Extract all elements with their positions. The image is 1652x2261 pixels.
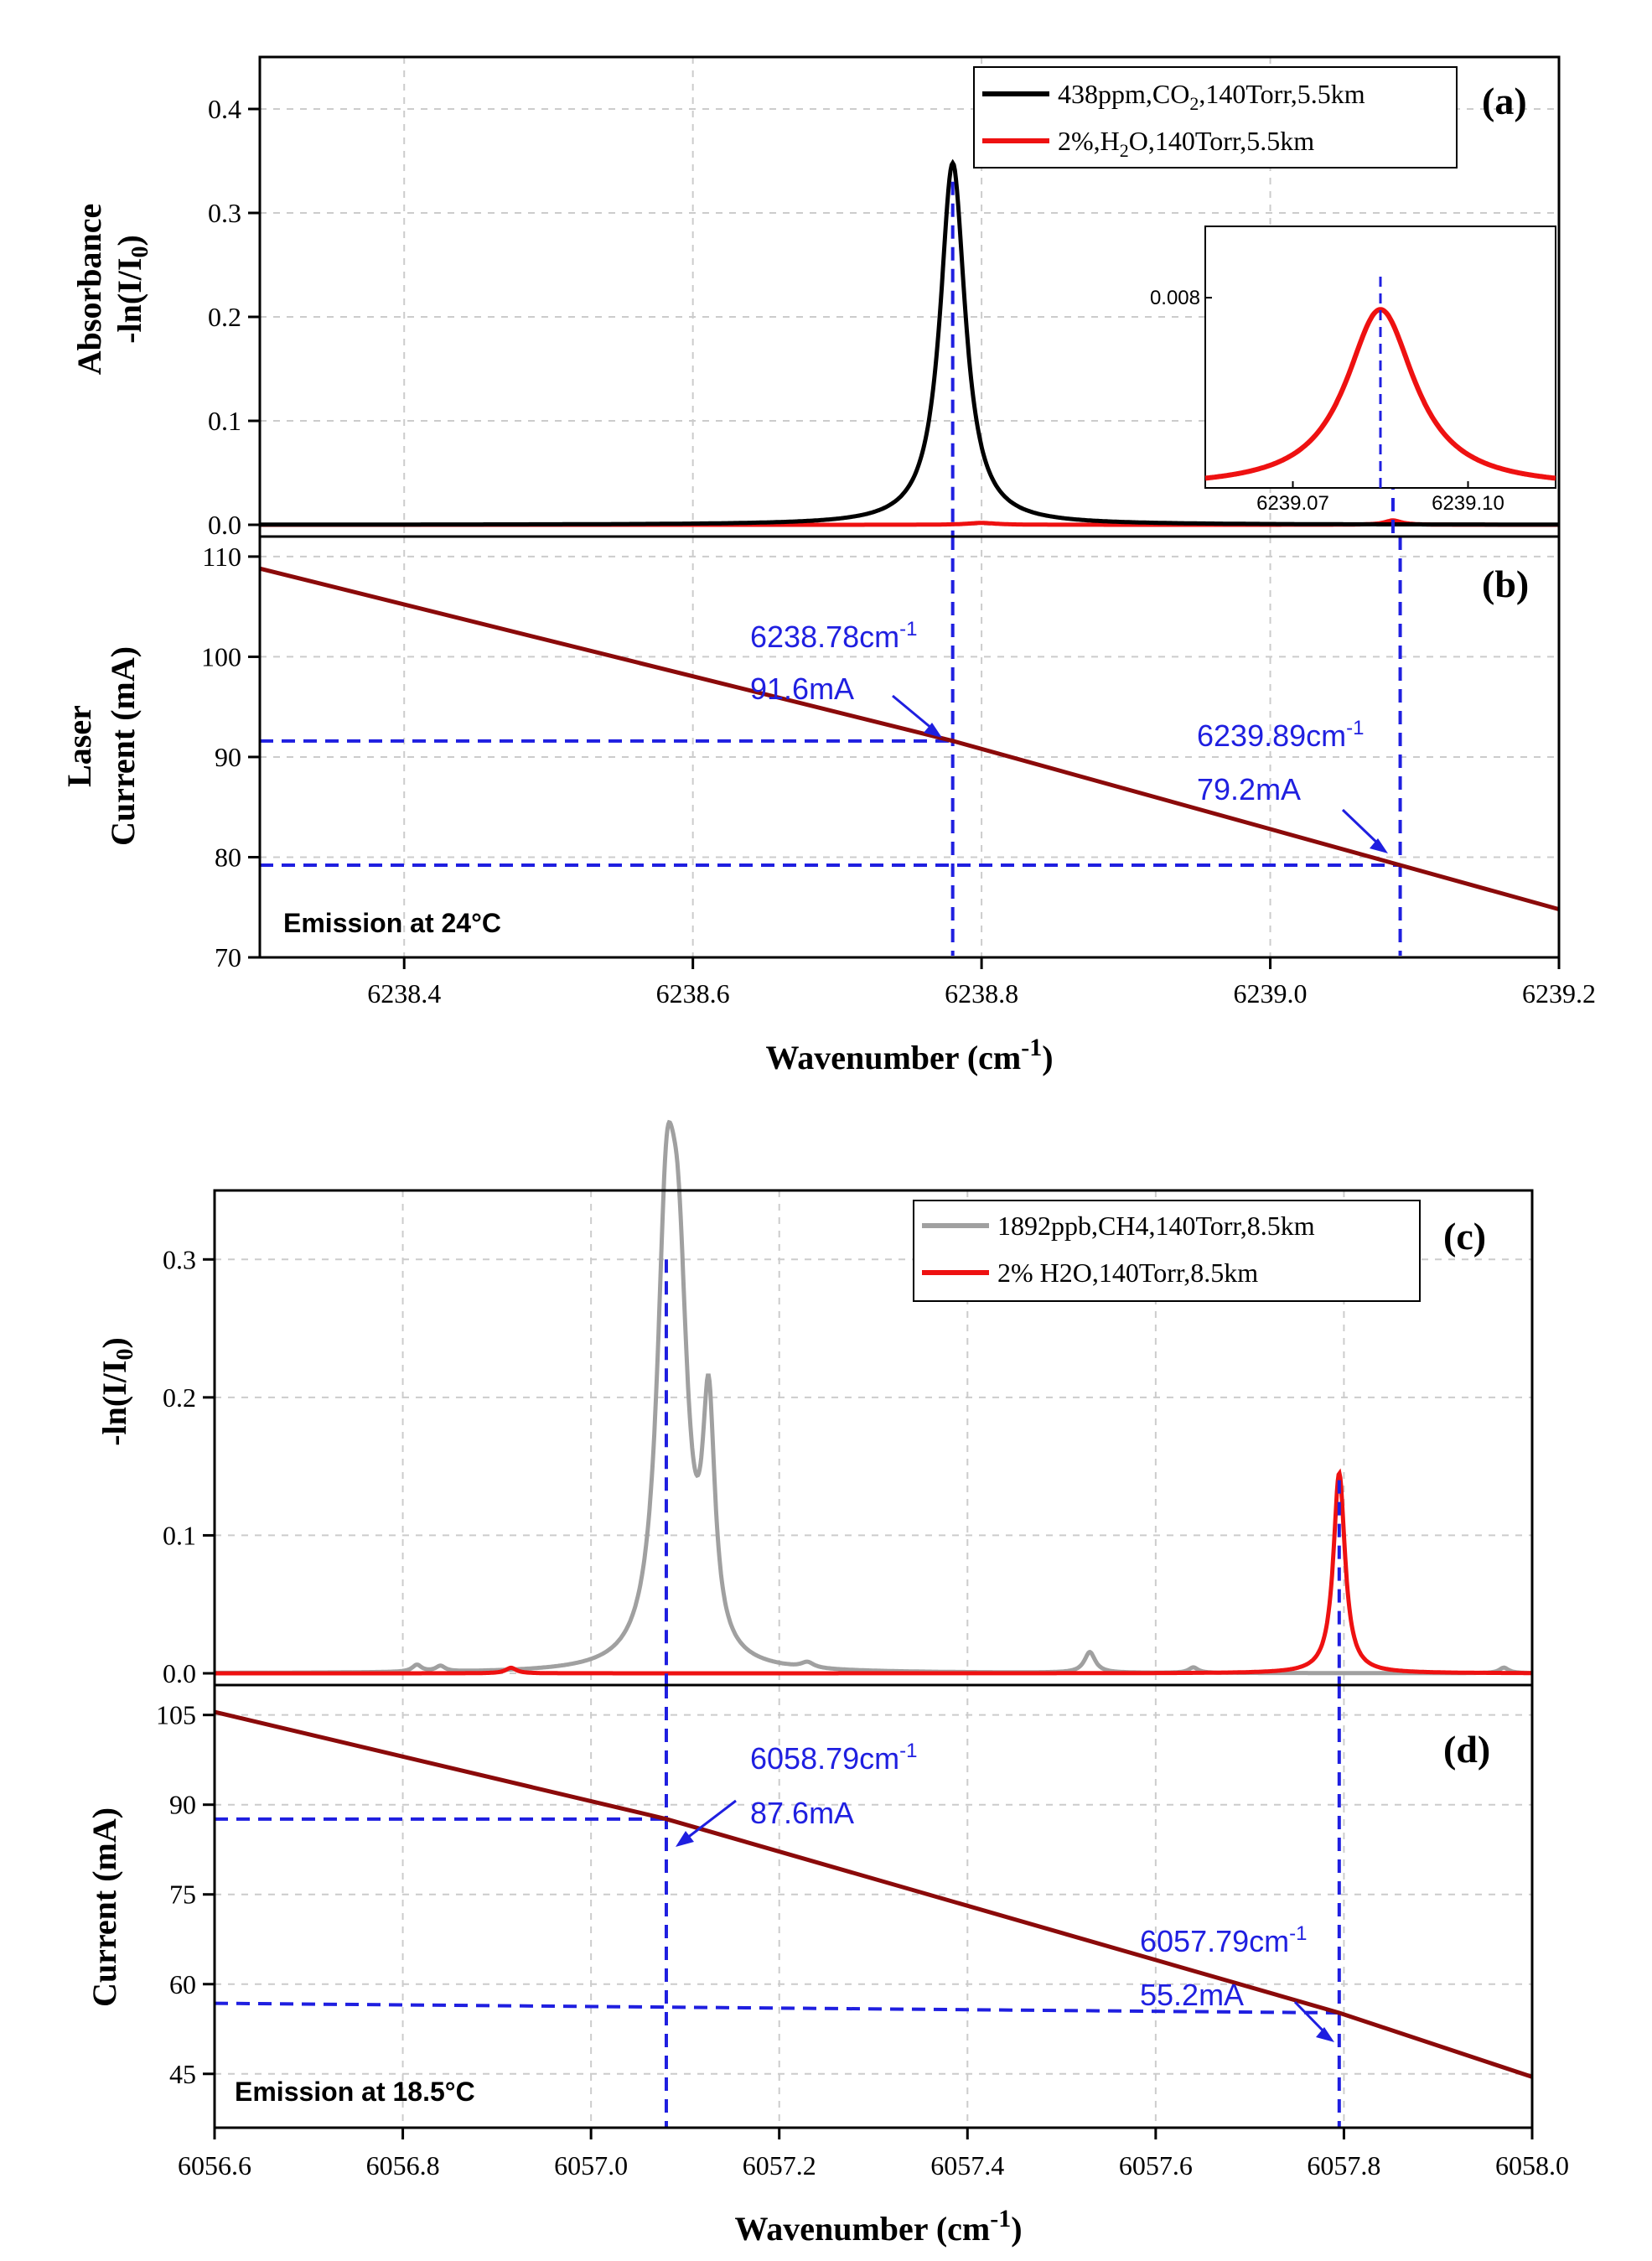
y-ticks-c: 0.0 0.1 0.2 0.3 — [163, 1244, 215, 1688]
annotation-b2-arrow — [1341, 808, 1383, 848]
annotation-d1-wavenumber: 6058.79cm-1 — [750, 1740, 917, 1776]
ytick-b-label-3: 100 — [201, 641, 241, 672]
curves-c — [215, 1119, 1532, 1676]
ytick-a-label-4: 0.4 — [208, 94, 241, 124]
ytick-d-label-1: 60 — [169, 1969, 196, 1999]
xtick-d-label-7: 6058.0 — [1495, 2150, 1569, 2181]
ytick-a-label-3: 0.3 — [208, 198, 241, 228]
laser-current-line-b — [259, 566, 1560, 912]
xtick-b-label-3: 6239.0 — [1234, 978, 1308, 1009]
ytick-a-label-2: 0.2 — [208, 302, 241, 332]
inset-ytick-label-0: 0.008 — [1150, 287, 1200, 309]
inset-h2o-curve — [1204, 307, 1556, 481]
ylabel-b-line1: Laser — [60, 705, 98, 787]
inset-xtick-label-1: 6239.10 — [1432, 492, 1504, 515]
y-ticks-a: 0.0 0.1 0.2 0.3 0.4 — [208, 94, 260, 540]
y-ticks-d: 45 60 75 90 105 — [156, 1700, 215, 2089]
xtick-b-label-2: 6238.8 — [945, 978, 1018, 1009]
inset-ticks: 6239.07 6239.10 0.008 — [1150, 287, 1504, 515]
panel-label-b: (b) — [1482, 563, 1529, 605]
grid-b — [260, 537, 1560, 958]
ylabel-a-line2: -ln(I/I0) — [111, 235, 153, 344]
ytick-c-label-3: 0.3 — [163, 1244, 196, 1274]
emission-label-d: Emission at 18.5°C — [235, 2077, 475, 2107]
ytick-d-label-2: 75 — [169, 1880, 196, 1910]
ytick-b-label-1: 80 — [215, 842, 241, 872]
xtick-d-label-6: 6057.8 — [1307, 2150, 1380, 2181]
ytick-d-label-3: 90 — [169, 1790, 196, 1820]
laser-current-line-d — [214, 1709, 1533, 2079]
xtick-d-label-5: 6057.6 — [1119, 2150, 1193, 2181]
ytick-b-label-2: 90 — [215, 742, 241, 772]
xlabel-b: Wavenumber (cm-1) — [765, 1034, 1053, 1076]
legend-a1-label: 438ppm,CO2,140Torr,5.5km — [1058, 79, 1365, 114]
annotation-b2-current: 79.2mA — [1197, 772, 1301, 806]
ytick-a-label-1: 0.1 — [208, 406, 241, 436]
xtick-d-label-3: 6057.2 — [743, 2150, 816, 2181]
emission-label-b: Emission at 24°C — [283, 908, 501, 938]
annotation-d1-arrow — [682, 1799, 737, 1843]
ylabel-b-line2: Current (mA) — [104, 646, 142, 846]
ylabel-a-line1: Absorbance — [70, 204, 108, 375]
ytick-d-label-0: 45 — [169, 2059, 196, 2089]
legend-a2-label: 2%,H2O,140Torr,5.5km — [1058, 126, 1314, 161]
ytick-d-label-4: 105 — [156, 1700, 196, 1730]
ylabel-d: Current (mA) — [85, 1807, 123, 2007]
legend-c1-label: 1892ppb,CH4,140Torr,8.5km — [997, 1211, 1315, 1241]
annotation-d2-wavenumber: 6057.79cm-1 — [1140, 1922, 1307, 1958]
x-ticks-b: 6238.4 6238.6 6238.8 6239.0 6239.2 — [367, 957, 1596, 1009]
ytick-c-label-1: 0.1 — [163, 1520, 196, 1550]
xtick-b-label-4: 6239.2 — [1522, 978, 1596, 1009]
curves-a — [260, 158, 1559, 527]
xlabel-d: Wavenumber (cm-1) — [734, 2205, 1022, 2248]
panel-d-frame — [213, 1683, 1534, 2129]
annotation-d1-arrowhead — [676, 1831, 694, 1847]
dashed-hline-d2 — [214, 2001, 1339, 2015]
legend-a: 438ppm,CO2,140Torr,5.5km 2%,H2O,140Torr,… — [973, 66, 1458, 169]
xtick-d-label-2: 6057.0 — [554, 2150, 628, 2181]
ytick-b-label-0: 70 — [215, 942, 241, 972]
x-ticks-d: 6056.6 6056.8 6057.0 6057.2 6057.4 6057.6 6057… — [178, 2128, 1569, 2181]
annotation-b1-arrowhead — [924, 723, 942, 738]
inset: 6239.07 6239.10 0.008 — [1150, 226, 1556, 515]
xtick-b-label-0: 6238.4 — [367, 978, 441, 1009]
xtick-d-label-4: 6057.4 — [930, 2150, 1004, 2181]
series-c-0 — [215, 1119, 1532, 1676]
annotation-b2-wavenumber: 6239.89cm-1 — [1197, 717, 1364, 753]
annotation-d2-arrowhead — [1316, 2027, 1334, 2042]
ytick-a-label-0: 0.0 — [208, 510, 241, 540]
series-a-1 — [260, 158, 1559, 527]
xtick-d-label-0: 6056.6 — [178, 2150, 251, 2181]
annotation-d2-current: 55.2mA — [1140, 1978, 1244, 2012]
y-ticks-b: 70 80 90 100 110 — [201, 542, 260, 972]
ylabel-c: -ln(I/I0) — [96, 1337, 138, 1446]
inset-xtick-label-0: 6239.07 — [1256, 492, 1329, 515]
legend-c2-label: 2% H2O,140Torr,8.5km — [997, 1258, 1258, 1288]
annotation-d1-current: 87.6mA — [750, 1796, 854, 1830]
series-c-1 — [215, 1468, 1532, 1676]
ytick-b-label-4: 110 — [202, 542, 241, 572]
ytick-c-label-0: 0.0 — [163, 1658, 196, 1688]
legend-c: 1892ppb,CH4,140Torr,8.5km 2% H2O,140Torr… — [913, 1200, 1421, 1302]
legend-a-box — [973, 66, 1458, 169]
panel-b-frame — [258, 535, 1561, 959]
panel-label-a: (a) — [1482, 80, 1527, 122]
annotation-b1-wavenumber: 6238.78cm-1 — [750, 618, 917, 654]
ytick-c-label-2: 0.2 — [163, 1382, 196, 1413]
panel-label-c: (c) — [1443, 1215, 1486, 1258]
annotation-b1-current: 91.6mA — [750, 672, 854, 706]
xtick-d-label-1: 6056.8 — [366, 2150, 440, 2181]
legend-c-box — [913, 1200, 1421, 1302]
xtick-b-label-1: 6238.6 — [656, 978, 730, 1009]
panel-label-d: (d) — [1443, 1728, 1490, 1771]
annotation-b2-arrowhead — [1370, 838, 1388, 853]
